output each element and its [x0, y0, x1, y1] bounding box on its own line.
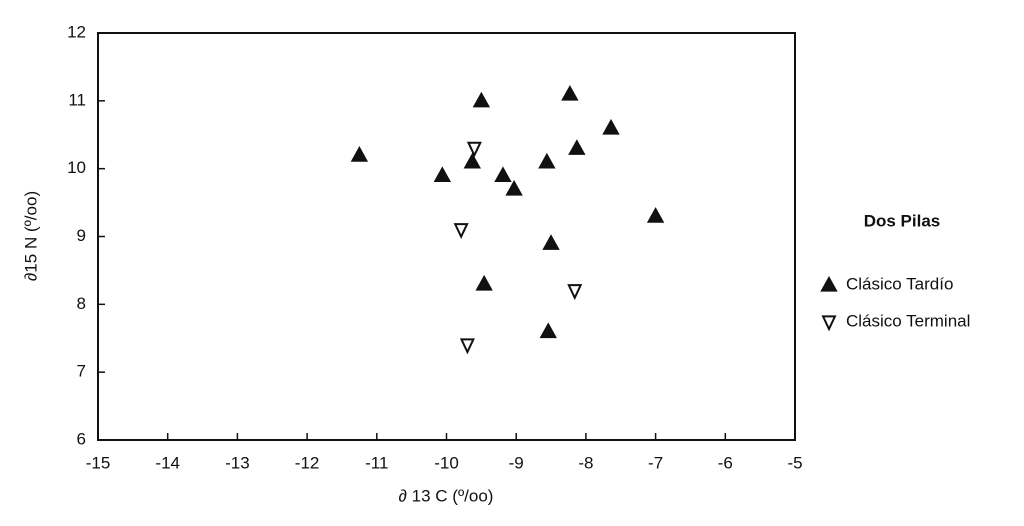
- legend-marker: [820, 275, 838, 292]
- point: [567, 284, 583, 301]
- legend-label: Clásico Tardío: [846, 274, 953, 293]
- x-tick-label: -10: [434, 453, 459, 472]
- y-tick-label: 10: [67, 158, 86, 177]
- y-tick-label: 7: [77, 362, 86, 381]
- x-tick-label: -11: [365, 453, 388, 472]
- point: [542, 234, 560, 250]
- x-tick-label: -13: [225, 453, 250, 472]
- x-tick-label: -5: [787, 453, 802, 472]
- y-tick-label: 8: [77, 294, 86, 313]
- x-tick-label: -6: [718, 453, 733, 472]
- point: [350, 146, 369, 162]
- y-tick-label: 12: [67, 22, 86, 41]
- point: [463, 152, 481, 169]
- y-tick-label: 9: [77, 226, 86, 245]
- point: [568, 139, 586, 155]
- point: [561, 84, 579, 101]
- y-axis-label: ∂15 N (º/oo): [21, 191, 40, 281]
- point: [433, 166, 452, 183]
- x-tick-label: -12: [295, 453, 320, 472]
- point: [494, 166, 512, 183]
- y-tick-label: 11: [68, 90, 86, 109]
- point: [466, 141, 482, 158]
- point: [453, 223, 469, 240]
- legend-label: Clásico Terminal: [846, 311, 970, 330]
- plot-frame: [97, 32, 796, 441]
- x-tick-label: -9: [509, 453, 524, 472]
- x-tick-label: -14: [155, 453, 180, 472]
- x-tick-label: -7: [648, 453, 663, 472]
- point: [539, 322, 557, 339]
- point: [505, 179, 523, 196]
- x-tick-label: -8: [578, 453, 593, 472]
- point: [602, 118, 620, 135]
- legend-marker: [821, 315, 837, 332]
- y-tick-label: 6: [77, 429, 86, 448]
- x-tick-label: -15: [86, 453, 111, 472]
- point: [475, 274, 493, 291]
- legend-title: Dos Pilas: [864, 211, 941, 230]
- x-axis-label: ∂ 13 C (º/oo): [399, 486, 494, 505]
- point: [646, 207, 665, 223]
- point: [459, 338, 475, 355]
- point: [538, 152, 556, 169]
- point: [472, 91, 491, 108]
